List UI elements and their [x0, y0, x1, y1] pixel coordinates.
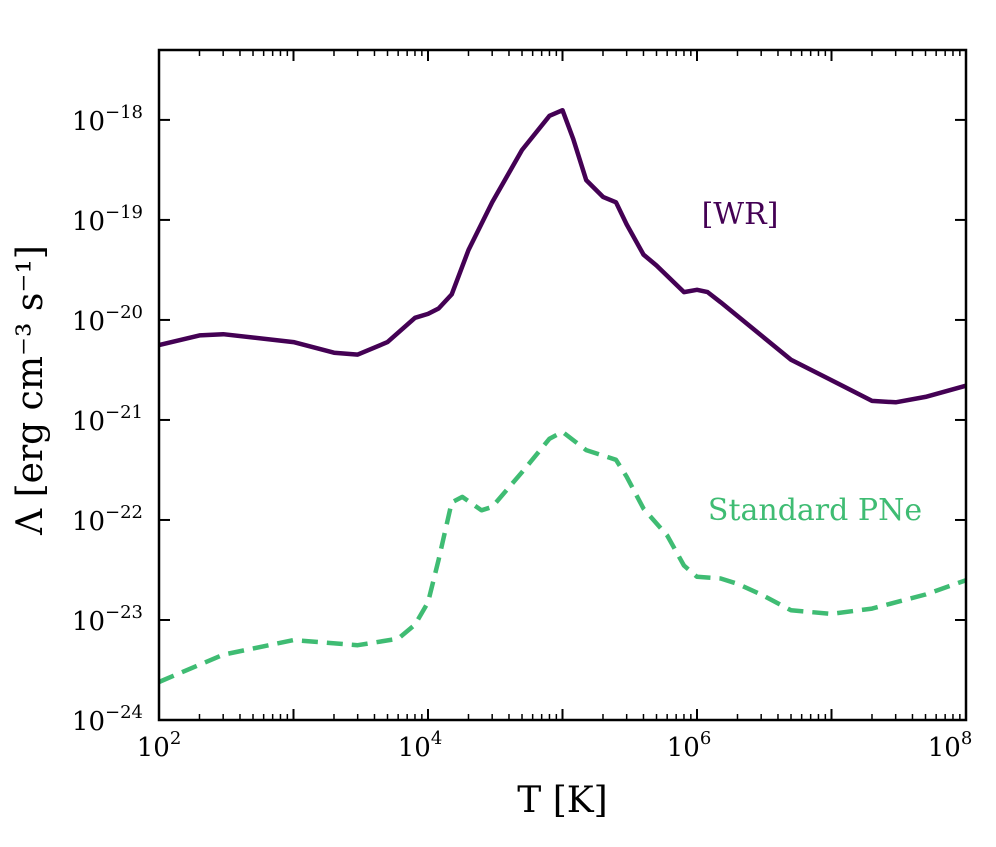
- series-line-1: [158, 429, 967, 685]
- y-tick-label: 10−24: [72, 702, 143, 737]
- series-line-0: [158, 107, 967, 405]
- plot-frame: [157, 48, 968, 722]
- series-label-0: [WR]: [702, 197, 779, 232]
- x-tick-label: 102: [137, 728, 182, 763]
- series-layer: [158, 107, 967, 685]
- y-tick-label: 10−18: [72, 102, 143, 137]
- y-axis-label: Λ [erg cm⁻³ s⁻¹]: [10, 245, 51, 536]
- x-tick-label: 108: [928, 728, 973, 763]
- y-tick-label: 10−22: [72, 502, 143, 537]
- x-tick-label: 106: [667, 728, 712, 763]
- labels-layer: 102 104 106 108 10−24 10−23 10−22 10−21 10−20 10−…: [10, 102, 972, 821]
- x-axis-label: T [K]: [517, 780, 607, 821]
- y-tick-label: 10−23: [72, 602, 143, 637]
- x-tick-label: 104: [398, 728, 443, 763]
- y-tick-label: 10−21: [72, 402, 143, 437]
- y-tick-label: 10−20: [72, 302, 143, 337]
- series-label-1: Standard PNe: [708, 493, 922, 528]
- y-tick-label: 10−19: [72, 202, 143, 237]
